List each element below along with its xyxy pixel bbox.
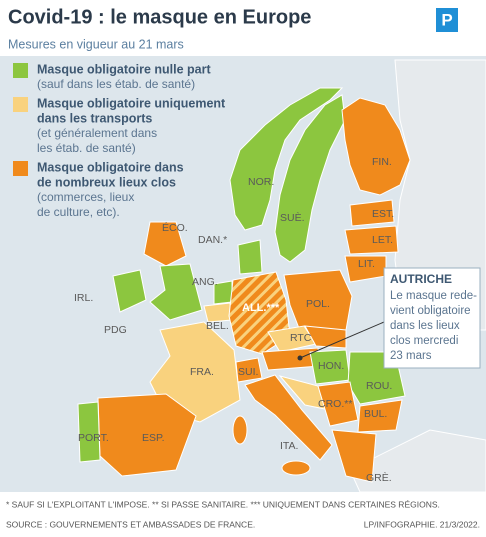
country-label: ÉCO.	[162, 221, 188, 234]
country-label: ESP.	[142, 432, 165, 444]
callout: AUTRICHE Le masque rede-vient obligatoir…	[297, 267, 481, 369]
legend-note: les étab. de santé)	[37, 141, 136, 155]
callout-title: AUTRICHE	[390, 272, 452, 286]
legend-note: (sauf dans les étab. de santé)	[37, 77, 195, 91]
country-label: FRA.	[190, 366, 214, 378]
country-label: EST.	[372, 208, 394, 220]
callout-text: dans les lieux	[390, 320, 460, 332]
legend-label: dans les transports	[37, 111, 152, 125]
logo	[436, 8, 458, 32]
title: Covid-19 : le masque en Europe	[8, 6, 311, 28]
legend-label: Masque obligatoire dans	[37, 160, 184, 174]
callout-pointer	[299, 321, 385, 359]
footnotes: * SAUF SI L'EXPLOITANT L'IMPOSE. ** SI P…	[6, 499, 440, 509]
callout-text: Le masque rede-	[390, 290, 477, 302]
country-label: ITA.	[280, 440, 298, 452]
legend-note: (commerces, lieux	[37, 190, 134, 204]
legend-swatch	[13, 161, 28, 176]
country-label: LIT.	[358, 258, 375, 270]
country-label: ANG.	[192, 276, 218, 288]
legend-label: Masque obligatoire uniquement	[37, 96, 226, 110]
callout-text: 23 mars	[390, 350, 432, 362]
legend-swatch	[13, 97, 28, 112]
country-label: PORT.	[78, 432, 109, 444]
map	[77, 59, 486, 493]
country-label: CRO.**	[318, 398, 352, 410]
country-label: ALL.***	[242, 302, 280, 314]
credit: LP/INFOGRAPHIE. 21/3/2022.	[364, 519, 480, 529]
country-label: LET.	[372, 234, 393, 246]
legend-label: de nombreux lieux clos	[37, 175, 176, 189]
legend-label: Masque obligatoire nulle part	[37, 62, 211, 76]
country-label: FIN.	[372, 156, 392, 168]
source: SOURCE : GOUVERNEMENTS ET AMBASSADES DE …	[6, 519, 255, 529]
callout-text: clos mercredi	[390, 335, 458, 347]
legend-note: (et généralement dans	[37, 126, 157, 140]
country-label: PDG	[104, 324, 127, 336]
country-label: NOR.	[248, 176, 274, 188]
country-label: DAN.*	[198, 234, 227, 246]
country-label: HON.	[318, 360, 344, 372]
legend-swatch	[13, 63, 28, 78]
country-label: BUL.	[364, 408, 387, 420]
logo-text: P	[441, 10, 452, 29]
callout-text: vient obligatoire	[390, 305, 471, 317]
country-label: GRÈ.	[366, 471, 392, 484]
country-label: SUÈ.	[280, 211, 305, 224]
country-label: RTC	[290, 332, 312, 344]
country-labels: FIN. NOR. SUÈ. EST. LET. LIT. ÉCO. DAN.*…	[74, 156, 394, 484]
country-label: POL.	[306, 298, 330, 310]
subtitle: Mesures en vigueur au 21 mars	[8, 37, 184, 51]
legend: Masque obligatoire nulle part(sauf dans …	[13, 62, 226, 219]
legend-note: de culture, etc).	[37, 205, 120, 219]
callout-box	[383, 267, 481, 369]
country-label: BEL.	[206, 320, 229, 332]
country-label: ROU.	[366, 380, 392, 392]
country-label: IRL.	[74, 292, 93, 304]
callout-dot	[297, 355, 303, 361]
country-label: SUI.	[238, 366, 258, 378]
